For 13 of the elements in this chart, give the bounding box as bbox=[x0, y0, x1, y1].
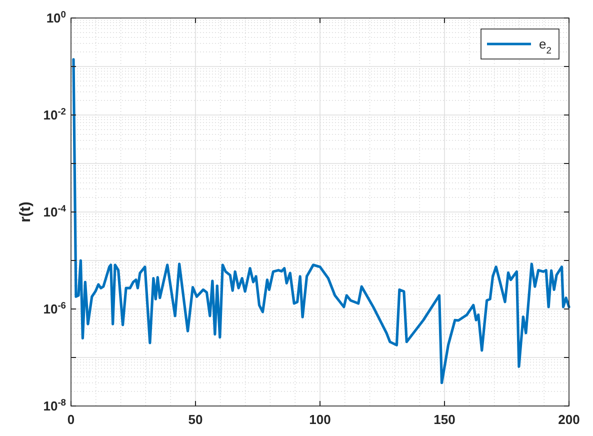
y-tick-label: 10$^{-6}$ bbox=[43, 300, 66, 317]
legend-label: e$_{2}$ bbox=[539, 36, 552, 56]
y-axis-title: r(t) bbox=[17, 202, 34, 222]
x-tick-label: 150 bbox=[434, 412, 456, 427]
x-tick-label: 100 bbox=[309, 412, 331, 427]
line-series bbox=[72, 58, 570, 384]
x-tick-label: 200 bbox=[558, 412, 580, 427]
y-tick-label: 10$^{0}$ bbox=[46, 10, 66, 26]
x-tick-label: 0 bbox=[67, 412, 75, 427]
x-tick-label: 50 bbox=[188, 412, 203, 427]
y-tick-label: 10$^{-2}$ bbox=[43, 106, 66, 123]
y-tick-label: 10$^{-8}$ bbox=[43, 398, 66, 414]
y-tick-label: 10$^{-4}$ bbox=[43, 204, 67, 220]
